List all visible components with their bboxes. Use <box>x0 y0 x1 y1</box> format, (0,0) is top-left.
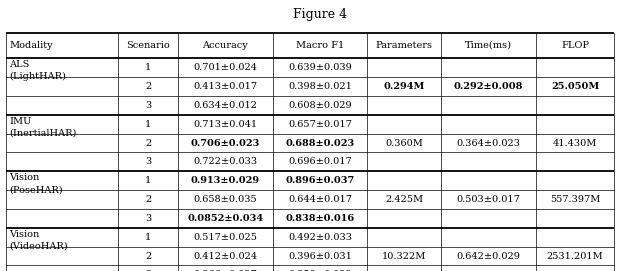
Text: 0.634±0.012: 0.634±0.012 <box>193 101 257 110</box>
Text: 25.050M: 25.050M <box>551 82 599 91</box>
Text: Vision
(PoseHAR): Vision (PoseHAR) <box>9 173 63 194</box>
Text: 0.657±0.017: 0.657±0.017 <box>288 120 352 129</box>
Text: Figure 4: Figure 4 <box>293 8 347 21</box>
Text: 0.913±0.029: 0.913±0.029 <box>191 176 260 185</box>
Text: 0.366±0.027: 0.366±0.027 <box>193 270 257 271</box>
Text: 0.642±0.029: 0.642±0.029 <box>456 251 520 260</box>
Text: 0.658±0.035: 0.658±0.035 <box>193 195 257 204</box>
Text: 0.364±0.023: 0.364±0.023 <box>456 138 520 147</box>
Text: Time(ms): Time(ms) <box>465 41 512 50</box>
Text: 3: 3 <box>145 157 151 166</box>
Text: Macro F1: Macro F1 <box>296 41 344 50</box>
Text: Vision
(VideoHAR): Vision (VideoHAR) <box>9 230 68 251</box>
Text: 0.503±0.017: 0.503±0.017 <box>456 195 520 204</box>
Text: 2: 2 <box>145 195 151 204</box>
Text: 557.397M: 557.397M <box>550 195 600 204</box>
Text: 0.713±0.041: 0.713±0.041 <box>193 120 257 129</box>
Text: 0.517±0.025: 0.517±0.025 <box>193 233 257 242</box>
Text: 0.701±0.024: 0.701±0.024 <box>193 63 257 72</box>
Text: 0.413±0.017: 0.413±0.017 <box>193 82 257 91</box>
Text: 0.688±0.023: 0.688±0.023 <box>285 138 355 147</box>
Text: 0.722±0.033: 0.722±0.033 <box>193 157 257 166</box>
Text: 0.292±0.008: 0.292±0.008 <box>454 82 523 91</box>
Text: 0.838±0.016: 0.838±0.016 <box>285 214 355 223</box>
Text: 0.396±0.031: 0.396±0.031 <box>288 251 352 260</box>
Text: 2: 2 <box>145 82 151 91</box>
Text: 0.608±0.029: 0.608±0.029 <box>288 101 352 110</box>
Text: 0.492±0.033: 0.492±0.033 <box>288 233 352 242</box>
Text: 0.360M: 0.360M <box>385 138 423 147</box>
Text: 10.322M: 10.322M <box>382 251 426 260</box>
Text: 2: 2 <box>145 138 151 147</box>
Text: 0.0852±0.034: 0.0852±0.034 <box>188 214 263 223</box>
Text: Scenario: Scenario <box>126 41 170 50</box>
Text: 3: 3 <box>145 270 151 271</box>
Text: 3: 3 <box>145 101 151 110</box>
Text: 0.644±0.017: 0.644±0.017 <box>288 195 352 204</box>
Text: 2.425M: 2.425M <box>385 195 423 204</box>
Text: 0.706±0.023: 0.706±0.023 <box>191 138 260 147</box>
Text: 2: 2 <box>145 251 151 260</box>
Text: 1: 1 <box>145 176 151 185</box>
Text: 0.412±0.024: 0.412±0.024 <box>193 251 257 260</box>
Text: IMU
(InertialHAR): IMU (InertialHAR) <box>9 117 76 138</box>
Text: 41.430M: 41.430M <box>553 138 597 147</box>
Text: 3: 3 <box>145 214 151 223</box>
Text: Accuracy: Accuracy <box>202 41 248 50</box>
Text: ALS
(LightHAR): ALS (LightHAR) <box>9 60 66 81</box>
Text: 1: 1 <box>145 120 151 129</box>
Text: 0.696±0.017: 0.696±0.017 <box>288 157 352 166</box>
Text: Modality: Modality <box>9 41 52 50</box>
Text: 0.294M: 0.294M <box>383 82 425 91</box>
Text: 1: 1 <box>145 63 151 72</box>
Text: Parameters: Parameters <box>376 41 433 50</box>
Text: 0.639±0.039: 0.639±0.039 <box>288 63 352 72</box>
Text: 1: 1 <box>145 233 151 242</box>
Text: 0.896±0.037: 0.896±0.037 <box>285 176 355 185</box>
Text: 0.398±0.021: 0.398±0.021 <box>288 82 352 91</box>
Text: FLOP: FLOP <box>561 41 589 50</box>
Text: 0.358±0.022: 0.358±0.022 <box>288 270 352 271</box>
Text: 2531.201M: 2531.201M <box>547 251 604 260</box>
